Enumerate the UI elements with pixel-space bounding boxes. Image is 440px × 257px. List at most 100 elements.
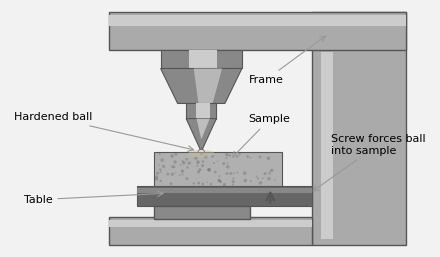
Polygon shape (154, 207, 250, 208)
Circle shape (219, 175, 220, 177)
Circle shape (198, 149, 205, 156)
Circle shape (207, 168, 211, 172)
Polygon shape (154, 215, 250, 216)
Polygon shape (154, 211, 250, 212)
Circle shape (166, 173, 169, 176)
Circle shape (229, 154, 231, 157)
Circle shape (158, 164, 160, 166)
Circle shape (213, 162, 215, 164)
Circle shape (270, 170, 271, 172)
Circle shape (267, 157, 270, 160)
Circle shape (196, 160, 200, 164)
FancyBboxPatch shape (137, 188, 312, 193)
Circle shape (236, 155, 238, 158)
Circle shape (173, 160, 177, 164)
Circle shape (202, 160, 204, 163)
Circle shape (239, 153, 241, 155)
Circle shape (186, 166, 189, 169)
Circle shape (218, 180, 220, 182)
Circle shape (197, 163, 198, 164)
FancyBboxPatch shape (109, 220, 312, 227)
Circle shape (219, 180, 222, 183)
Circle shape (198, 168, 202, 171)
Circle shape (179, 174, 181, 176)
Circle shape (243, 179, 247, 182)
Polygon shape (154, 217, 250, 218)
Circle shape (226, 172, 228, 175)
FancyBboxPatch shape (154, 152, 282, 187)
Circle shape (259, 181, 262, 185)
FancyBboxPatch shape (189, 50, 217, 69)
Circle shape (181, 169, 184, 173)
FancyBboxPatch shape (109, 217, 312, 245)
Polygon shape (197, 118, 210, 139)
Polygon shape (161, 69, 242, 104)
Circle shape (182, 161, 186, 165)
Circle shape (159, 153, 161, 155)
Circle shape (174, 166, 176, 168)
Circle shape (220, 181, 221, 183)
Polygon shape (154, 208, 250, 209)
Circle shape (198, 182, 200, 185)
Polygon shape (154, 213, 250, 214)
Circle shape (211, 154, 214, 158)
Circle shape (202, 183, 204, 186)
FancyBboxPatch shape (154, 206, 250, 219)
Text: Sample: Sample (232, 114, 290, 157)
Circle shape (174, 153, 177, 156)
Circle shape (202, 166, 203, 167)
Circle shape (181, 173, 183, 176)
FancyBboxPatch shape (161, 50, 242, 69)
Polygon shape (186, 118, 216, 152)
FancyBboxPatch shape (196, 104, 210, 118)
Circle shape (229, 172, 232, 175)
Polygon shape (194, 69, 222, 104)
Circle shape (243, 171, 246, 175)
Text: Hardened ball: Hardened ball (14, 113, 194, 151)
Circle shape (161, 158, 164, 162)
Circle shape (171, 172, 174, 176)
Circle shape (156, 171, 159, 175)
FancyBboxPatch shape (321, 52, 333, 238)
Circle shape (159, 168, 161, 171)
Circle shape (264, 172, 267, 175)
Circle shape (196, 165, 198, 167)
Circle shape (226, 157, 227, 159)
Circle shape (201, 164, 204, 167)
Polygon shape (154, 214, 250, 215)
Circle shape (236, 172, 238, 173)
Circle shape (217, 179, 220, 181)
Circle shape (181, 160, 183, 162)
Circle shape (180, 164, 181, 166)
Circle shape (187, 161, 191, 165)
Circle shape (170, 154, 174, 158)
FancyBboxPatch shape (312, 12, 406, 245)
Circle shape (232, 177, 235, 179)
Text: Table: Table (24, 191, 163, 205)
Circle shape (175, 172, 176, 173)
Circle shape (186, 177, 188, 180)
Circle shape (223, 183, 226, 186)
Circle shape (214, 171, 217, 173)
Polygon shape (154, 206, 250, 207)
Circle shape (194, 157, 198, 160)
Polygon shape (154, 209, 250, 210)
Ellipse shape (188, 150, 215, 157)
FancyBboxPatch shape (109, 15, 406, 26)
Circle shape (170, 182, 172, 185)
Circle shape (200, 152, 203, 155)
Circle shape (267, 177, 271, 180)
Circle shape (268, 172, 271, 175)
Circle shape (204, 155, 208, 158)
Circle shape (271, 169, 274, 172)
Circle shape (232, 183, 234, 185)
Circle shape (225, 153, 229, 157)
Circle shape (171, 165, 175, 168)
Polygon shape (154, 212, 250, 213)
Polygon shape (154, 210, 250, 211)
Circle shape (185, 158, 188, 161)
FancyBboxPatch shape (109, 12, 406, 50)
Circle shape (262, 178, 264, 179)
Circle shape (217, 161, 218, 162)
Circle shape (232, 180, 235, 183)
